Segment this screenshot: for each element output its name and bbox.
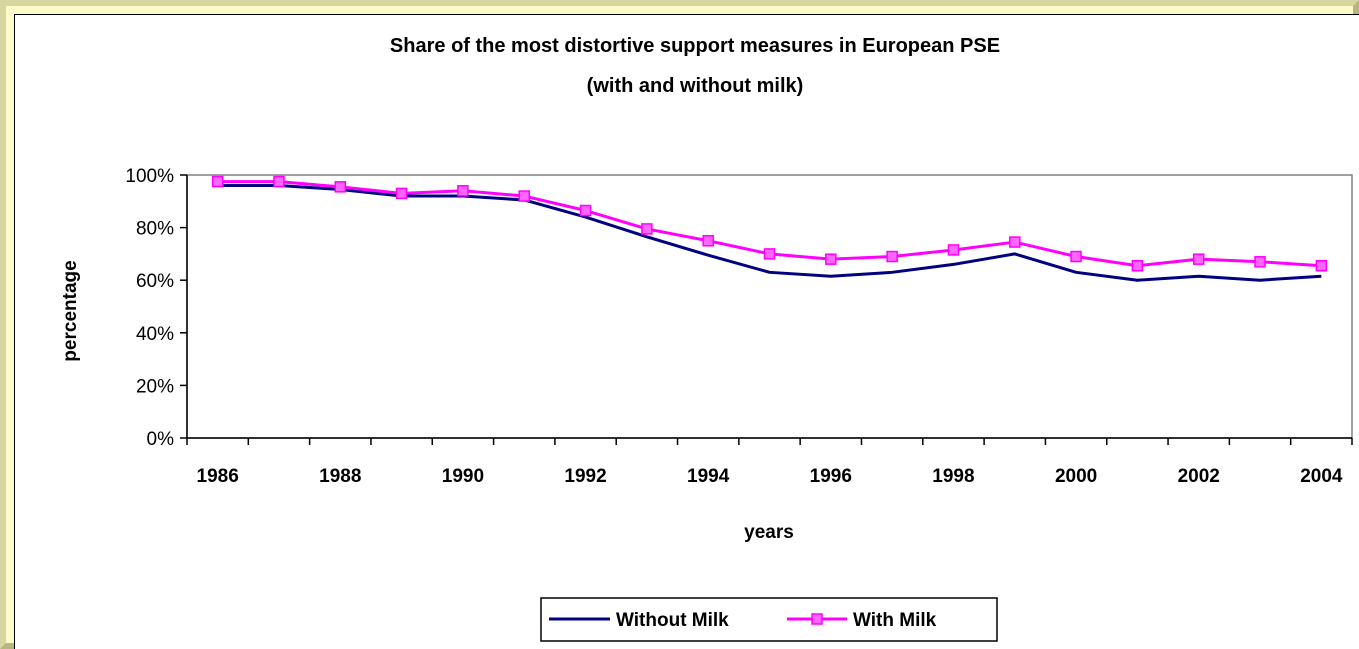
x-tick-label: 1998	[932, 466, 974, 487]
x-tick-label: 1990	[442, 466, 484, 487]
data-point-with-milk	[947, 244, 960, 256]
data-point-with-milk	[579, 204, 592, 217]
legend-label-with-milk: With Milk	[853, 610, 937, 631]
data-point-with-milk	[1315, 259, 1328, 272]
x-tick-label: 2004	[1300, 466, 1343, 487]
y-axis-label: percentage	[60, 260, 81, 361]
y-tick-label: 80%	[136, 219, 174, 240]
data-point-with-milk	[518, 190, 530, 202]
legend: Without Milk With Milk	[540, 597, 998, 642]
data-point-with-milk	[334, 181, 347, 193]
y-tick-label: 60%	[136, 271, 174, 292]
data-point-with-milk	[1009, 236, 1021, 248]
x-tick-label: 1992	[564, 466, 606, 487]
chart-subtitle: (with and without milk)	[587, 75, 804, 97]
x-axis-label: years	[744, 522, 794, 543]
y-tick-label: 100%	[125, 166, 174, 187]
data-point-with-milk	[1192, 253, 1205, 265]
data-point-with-milk	[886, 250, 898, 263]
legend-label-without-milk: Without Milk	[616, 610, 729, 631]
data-point-with-milk	[457, 185, 469, 197]
plot-area	[186, 174, 1353, 439]
data-point-with-milk	[1070, 250, 1082, 263]
legend-marker-with-milk	[811, 613, 823, 625]
data-point-with-milk	[211, 175, 224, 188]
x-tick-label: 1994	[687, 466, 730, 487]
x-tick-label: 1996	[810, 466, 852, 487]
data-point-with-milk	[1131, 259, 1144, 272]
data-point-with-milk	[1254, 256, 1266, 268]
x-tick-label: 1986	[197, 466, 239, 487]
data-point-with-milk	[641, 223, 653, 235]
data-point-with-milk	[763, 248, 776, 260]
data-point-with-milk	[395, 187, 408, 200]
data-point-with-milk	[702, 235, 714, 247]
y-tick-label: 40%	[136, 324, 174, 345]
y-tick-label: 20%	[136, 376, 174, 397]
y-tick-label: 0%	[147, 429, 175, 450]
data-point-with-milk	[825, 253, 837, 265]
data-point-with-milk	[273, 175, 285, 188]
x-tick-label: 1988	[319, 466, 361, 487]
x-tick-label: 2002	[1178, 466, 1220, 487]
x-tick-label: 2000	[1055, 466, 1097, 487]
legend-box	[540, 597, 998, 642]
chart-title: Share of the most distortive support mea…	[390, 35, 1000, 57]
